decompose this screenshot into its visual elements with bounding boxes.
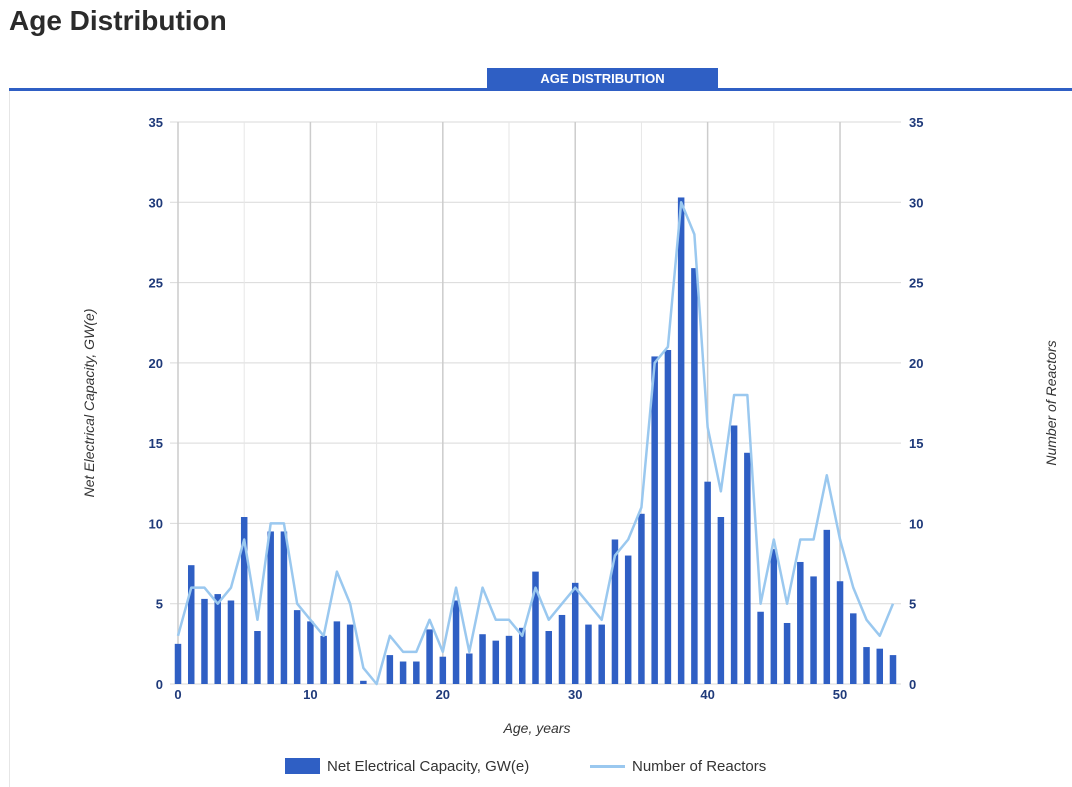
bar — [214, 594, 221, 684]
bar — [638, 513, 645, 684]
y-axis-left-label: Net Electrical Capacity, GW(e) — [81, 309, 97, 498]
bar — [452, 600, 460, 684]
bar — [797, 561, 804, 684]
bar — [677, 197, 685, 684]
bar — [532, 571, 539, 684]
y-tick-label-right: 30 — [909, 195, 923, 210]
bar — [174, 643, 182, 684]
bar — [492, 640, 500, 684]
bar — [770, 549, 778, 684]
y-tick-label-right: 15 — [909, 436, 923, 451]
y-tick-label-left: 30 — [149, 195, 163, 210]
x-tick-label: 0 — [174, 687, 181, 702]
bar — [466, 653, 473, 684]
bar — [426, 629, 433, 684]
x-tick-label: 30 — [568, 687, 582, 702]
y-tick-label-left: 5 — [156, 597, 163, 612]
bar — [346, 624, 354, 684]
bar — [876, 648, 884, 684]
y-tick-label-right: 5 — [909, 597, 916, 612]
bar — [201, 598, 208, 684]
legend-item-capacity: Net Electrical Capacity, GW(e) — [285, 756, 529, 776]
x-axis-label: Age, years — [503, 720, 571, 736]
bar — [545, 631, 552, 684]
tab-underline — [9, 88, 1072, 91]
bar — [823, 529, 831, 684]
bar — [280, 531, 288, 684]
y-axis-right-label: Number of Reactors — [1043, 340, 1059, 465]
bar — [267, 531, 274, 684]
bar — [664, 350, 672, 684]
y-tick-label-right: 0 — [909, 677, 916, 692]
tab-age-distribution[interactable]: AGE DISTRIBUTION — [487, 68, 718, 89]
x-tick-label: 40 — [700, 687, 714, 702]
bar — [399, 661, 407, 684]
bar — [889, 655, 897, 684]
x-tick-label: 20 — [436, 687, 450, 702]
bar — [386, 655, 394, 684]
legend-label-reactors: Number of Reactors — [632, 757, 767, 775]
bar — [598, 624, 605, 684]
bar — [558, 614, 566, 684]
y-tick-label-left: 25 — [149, 276, 163, 291]
bar — [810, 576, 817, 684]
reactor-count-line — [176, 201, 895, 686]
bar — [730, 425, 738, 684]
bar — [519, 627, 526, 684]
line-series — [176, 201, 895, 686]
y-tick-label-left: 35 — [149, 115, 163, 130]
bar — [757, 611, 764, 684]
bar — [850, 613, 857, 684]
y-tick-label-left: 0 — [156, 677, 163, 692]
y-tick-label-right: 25 — [909, 276, 923, 291]
bar — [624, 555, 632, 684]
x-tick-label: 10 — [303, 687, 317, 702]
bar — [863, 647, 870, 684]
bar — [651, 356, 658, 684]
bar — [333, 621, 341, 684]
bar — [413, 661, 420, 684]
bar — [611, 539, 619, 684]
y-tick-label-right: 10 — [909, 516, 923, 531]
bar — [439, 656, 447, 684]
bar — [691, 268, 698, 684]
page-title: Age Distribution — [9, 5, 227, 36]
x-tick-label: 50 — [833, 687, 847, 702]
bar — [744, 452, 751, 684]
y-tick-label-right: 20 — [909, 356, 923, 371]
bar — [717, 517, 725, 684]
legend-item-reactors: Number of Reactors — [590, 756, 766, 776]
legend-label-capacity: Net Electrical Capacity, GW(e) — [327, 757, 530, 775]
bar — [254, 631, 261, 684]
bar — [307, 621, 314, 684]
bar — [360, 680, 367, 684]
bar — [240, 517, 248, 684]
legend-line-swatch — [590, 764, 625, 768]
y-tick-label-left: 15 — [149, 436, 163, 451]
legend-bar-swatch — [285, 758, 320, 774]
panel-border — [9, 91, 10, 787]
y-tick-label-left: 10 — [149, 516, 163, 531]
bar — [505, 635, 513, 684]
bar — [585, 624, 592, 684]
bar-series — [174, 197, 897, 684]
bar — [293, 610, 301, 684]
bar — [479, 634, 486, 684]
bar — [227, 600, 235, 684]
bar — [187, 565, 195, 684]
bar — [320, 635, 327, 684]
bar — [704, 481, 711, 684]
y-tick-label-left: 20 — [149, 356, 163, 371]
y-tick-label-right: 35 — [909, 115, 923, 130]
bar — [571, 582, 579, 684]
bar — [783, 622, 791, 684]
bar — [836, 581, 844, 684]
